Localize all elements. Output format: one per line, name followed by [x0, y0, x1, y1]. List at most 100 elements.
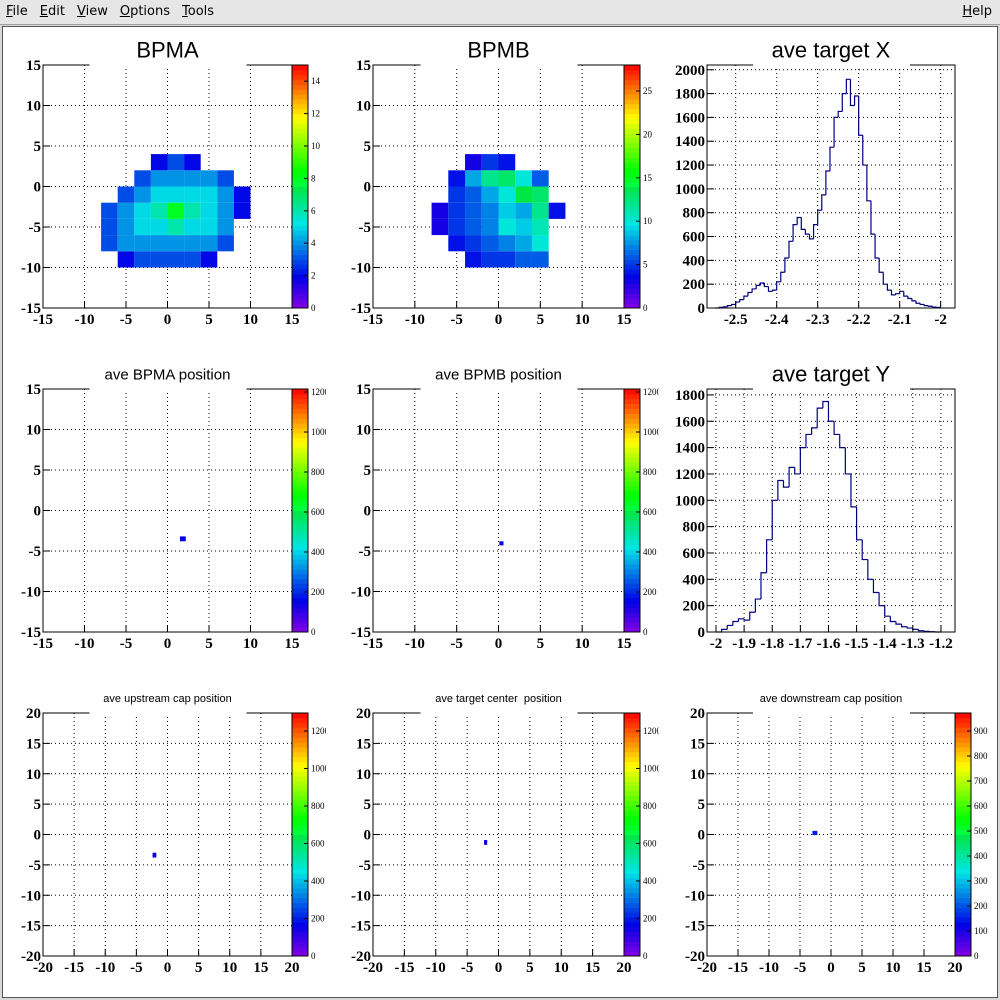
palette-stripe: [955, 912, 971, 918]
palette-label: 600: [311, 839, 325, 849]
palette-stripe: [292, 907, 308, 913]
palette-stripe: [292, 800, 308, 806]
palette-stripe: [624, 278, 640, 285]
heat-cell: [150, 154, 168, 171]
palette-stripe: [292, 559, 308, 565]
palette-stripe: [292, 427, 308, 434]
menu-item[interactable]: Edit: [39, 4, 65, 19]
palette-stripe: [624, 751, 640, 758]
menu-item[interactable]: Tools: [182, 4, 215, 19]
palette-stripe: [955, 800, 971, 806]
palette-stripe: [292, 936, 308, 942]
histogram-bin: [782, 480, 790, 488]
y-tick-label: -15: [21, 625, 41, 641]
palette-stripe: [292, 418, 308, 424]
palette-stripe: [955, 863, 971, 870]
heat-cell: [531, 235, 549, 252]
palette-stripe: [624, 162, 640, 168]
palette-stripe: [292, 210, 308, 217]
palette-stripe: [292, 249, 308, 256]
x-tick-label: -5: [120, 312, 133, 328]
x-tick-label: 10: [886, 960, 901, 976]
heat-cell: [117, 218, 135, 236]
palette-stripe: [624, 902, 640, 908]
histogram-bin: [906, 626, 913, 629]
x-tick-label: 0: [164, 312, 172, 328]
y-tick-label: 0: [364, 180, 372, 196]
palette-stripe: [624, 249, 640, 256]
histogram-bin: [889, 616, 896, 623]
x-tick-label: 15: [285, 312, 300, 328]
palette-stripe: [955, 717, 971, 724]
x-tick-label: -5: [120, 636, 133, 652]
histogram-bin: [822, 400, 829, 409]
palette-label: 400: [643, 547, 657, 557]
y-tick-label: 15: [26, 382, 41, 398]
y-tick-label: 5: [34, 797, 42, 813]
palette-stripe: [292, 766, 308, 772]
x-tick-label: -1.4: [873, 636, 897, 652]
palette-stripe: [624, 298, 640, 304]
chart-title: ave target X: [772, 38, 891, 63]
palette-stripe: [292, 205, 308, 212]
y-tick-label: 20: [356, 706, 371, 722]
histogram-bin: [796, 216, 802, 225]
heat-cell: [515, 251, 532, 268]
palette-stripe: [624, 722, 640, 729]
menu-item[interactable]: Help: [962, 4, 992, 19]
palette-stripe: [292, 65, 308, 71]
y-tick-label: -5: [29, 220, 42, 236]
x-tick-label: 15: [285, 636, 300, 652]
y-tick-label: 15: [690, 736, 705, 752]
histogram-bin: [767, 286, 773, 292]
palette-stripe: [624, 486, 640, 492]
palette-stripe: [624, 108, 640, 115]
palette-stripe: [292, 742, 308, 748]
menu-item[interactable]: View: [76, 4, 108, 19]
y-tick-label: -15: [21, 919, 41, 935]
palette-stripe: [624, 844, 640, 850]
histogram-bin: [737, 618, 745, 622]
menu-item[interactable]: Options: [119, 4, 170, 19]
palette-label: 12: [311, 109, 320, 119]
title-box: [420, 61, 578, 69]
palette-stripe: [292, 892, 308, 899]
histogram-bin: [827, 401, 835, 422]
palette-stripe: [624, 303, 640, 309]
palette-stripe: [624, 544, 640, 550]
y-tick-label: 1800: [675, 388, 705, 404]
heat-cell: [465, 251, 482, 268]
y-tick-label: 1200: [675, 158, 705, 174]
x-tick-label: -1.6: [817, 636, 841, 652]
palette-stripe: [292, 722, 308, 729]
y-tick-label: -10: [685, 888, 705, 904]
palette-stripe: [292, 588, 308, 594]
palette-stripe: [624, 137, 640, 144]
palette-stripe: [624, 491, 640, 497]
palette-stripe: [624, 897, 640, 904]
palette-stripe: [292, 288, 308, 294]
y-tick-label: 800: [683, 520, 706, 536]
menu-item[interactable]: File: [6, 4, 28, 19]
palette-stripe: [292, 432, 308, 439]
palette-stripe: [624, 437, 640, 443]
palette-stripe: [292, 264, 308, 270]
histogram-bin: [825, 170, 830, 195]
histogram-bin: [874, 234, 880, 259]
x-tick-label: 10: [243, 312, 258, 328]
histogram-bin: [722, 306, 728, 308]
chart-title: ave target center position: [435, 693, 562, 705]
palette-stripe: [292, 461, 308, 468]
heat-cell: [531, 202, 549, 219]
histogram-bin: [760, 572, 767, 600]
palette-stripe: [624, 597, 640, 604]
histogram-bin: [747, 291, 753, 297]
palette-stripe: [292, 466, 308, 473]
palette-stripe: [292, 839, 308, 845]
palette-stripe: [624, 432, 640, 439]
heat-cell: [484, 839, 488, 845]
heat-cell: [184, 186, 201, 203]
x-tick-label: -2.3: [806, 312, 830, 328]
